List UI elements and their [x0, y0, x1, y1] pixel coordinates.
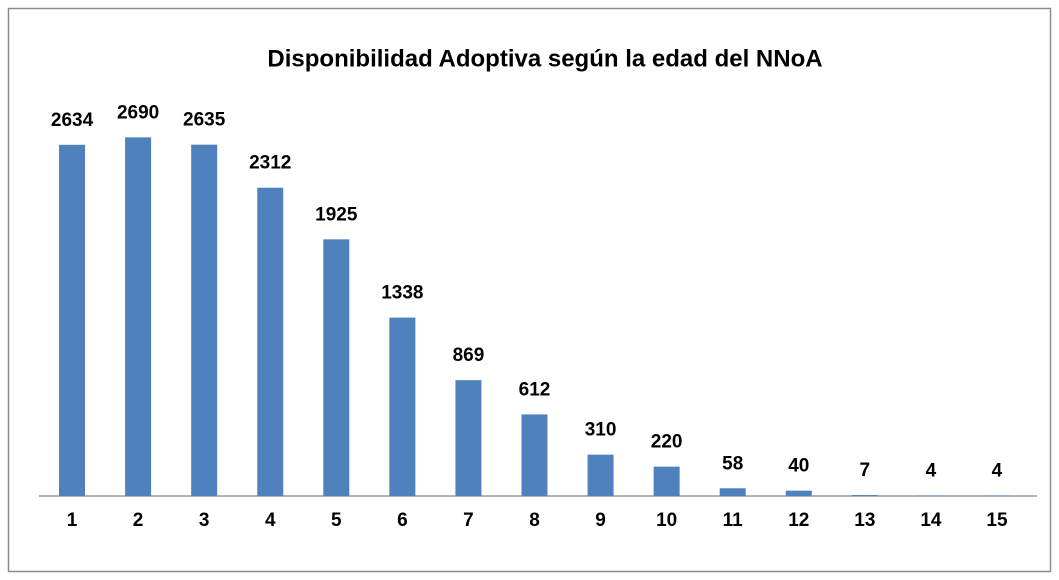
- data-label: 4: [992, 460, 1003, 481]
- x-tick-label: 5: [331, 510, 342, 531]
- data-label: 220: [651, 432, 683, 453]
- x-tick-label: 6: [397, 510, 408, 531]
- bar: [389, 317, 416, 496]
- data-label: 40: [788, 456, 809, 477]
- bar: [59, 144, 86, 497]
- bar: [653, 466, 680, 496]
- bar: [917, 495, 944, 496]
- data-label: 7: [860, 460, 871, 481]
- data-label: 2635: [183, 110, 226, 131]
- data-label: 869: [453, 345, 485, 366]
- x-tick-label: 7: [463, 510, 474, 531]
- x-tick-label: 4: [265, 510, 276, 531]
- bar: [851, 495, 878, 496]
- chart-title: Disponibilidad Adoptiva según la edad de…: [267, 45, 822, 72]
- bar: [257, 187, 284, 496]
- bar: [125, 137, 152, 497]
- x-tick-label: 9: [595, 510, 606, 531]
- x-tick-label: 10: [656, 510, 677, 531]
- data-label: 2634: [51, 110, 94, 131]
- x-tick-label: 3: [199, 510, 210, 531]
- data-label: 2312: [249, 153, 291, 174]
- data-label: 612: [519, 379, 551, 400]
- bar: [191, 144, 218, 496]
- x-tick-label: 2: [133, 510, 144, 531]
- data-label: 1338: [381, 283, 423, 304]
- x-tick-label: 13: [854, 510, 875, 531]
- bar: [323, 239, 350, 497]
- x-tick-label: 14: [920, 510, 942, 531]
- x-tick-label: 11: [723, 510, 744, 531]
- x-tick-label: 1: [67, 510, 78, 531]
- data-label: 2690: [117, 102, 159, 123]
- bar: [719, 488, 746, 496]
- data-label: 310: [585, 420, 617, 441]
- x-tick-label: 15: [986, 510, 1008, 531]
- x-tick-label: 8: [529, 510, 540, 531]
- bar: [983, 495, 1010, 496]
- bar: [587, 454, 614, 496]
- bar: [521, 414, 548, 496]
- x-tick-label: 12: [788, 510, 809, 531]
- bar: [455, 380, 482, 496]
- data-label: 4: [926, 460, 937, 481]
- data-label: 1925: [315, 204, 358, 225]
- data-label: 58: [722, 453, 743, 474]
- bar: [785, 490, 812, 496]
